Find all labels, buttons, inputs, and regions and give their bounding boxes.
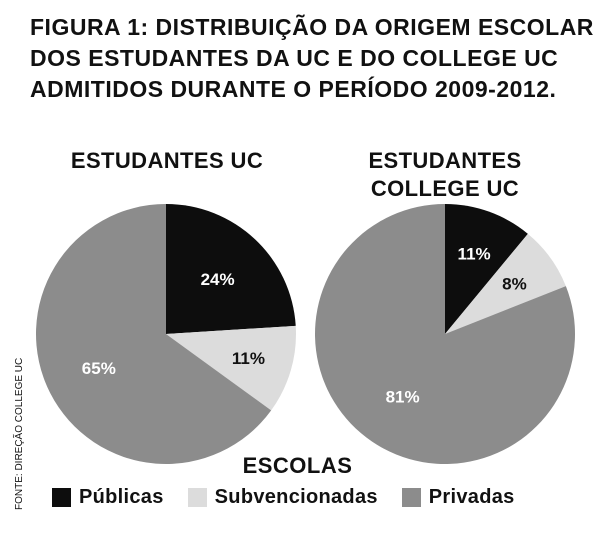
pie-uc: 24% 11% 65%	[35, 204, 296, 464]
legend: Públicas Subvencionadas Privadas	[52, 486, 515, 509]
figure-title-line: ADMITIDOS DURANTE O PERÍODO 2009-2012.	[30, 76, 557, 102]
pie-label-públicas: 11%	[458, 244, 491, 263]
legend-item-subvencionadas: Subvencionadas	[187, 486, 378, 509]
pie-label-públicas: 24%	[201, 270, 235, 289]
legend-label-privadas: Privadas	[428, 486, 515, 508]
legend-swatch-subvencionadas	[187, 488, 207, 507]
legend-swatch-publicas	[52, 488, 71, 507]
figure-title-line: FIGURA 1: DISTRIBUIÇÃO DA ORIGEM ESCOLAR	[30, 14, 594, 40]
pie-college: 11% 8% 81%	[315, 204, 576, 464]
pie-slice-públicas	[445, 204, 528, 334]
legend-swatch-privadas	[401, 488, 421, 507]
figure-title: FIGURA 1: DISTRIBUIÇÃO DA ORIGEM ESCOLAR…	[30, 12, 594, 105]
pie-label-privadas: 81%	[386, 387, 420, 406]
legend-label-publicas: Públicas	[79, 486, 164, 508]
chart-title-uc: ESTUDANTES UC	[71, 148, 263, 173]
pie-label-subvencionadas: 11%	[232, 349, 265, 368]
figure-title-line: DOS ESTUDANTES DA UC E DO COLLEGE UC	[30, 45, 559, 71]
pie-slice-públicas	[166, 204, 296, 334]
pie-slice-subvencionadas	[166, 325, 296, 411]
chart-title-college-line1: ESTUDANTES	[368, 148, 521, 173]
pie-slice-privadas	[315, 204, 576, 464]
pie-slice-subvencionadas	[445, 233, 566, 334]
chart-college: ESTUDANTES COLLEGE UC 11% 8% 81%	[315, 148, 576, 464]
chart-title-college-line2: COLLEGE UC	[371, 176, 519, 201]
chart-uc: ESTUDANTES UC 24% 11% 65%	[35, 148, 296, 464]
legend-label-subvencionadas: Subvencionadas	[214, 486, 378, 508]
pie-label-subvencionadas: 8%	[502, 275, 527, 294]
legend-title: ESCOLAS	[242, 453, 353, 478]
source-note: FONTE: DIREÇÃO COLLEGE UC	[14, 357, 25, 510]
legend-item-privadas: Privadas	[401, 486, 515, 509]
pie-label-privadas: 65%	[82, 359, 116, 378]
legend-item-publicas: Públicas	[52, 486, 164, 509]
pie-slice-privadas	[35, 204, 272, 464]
